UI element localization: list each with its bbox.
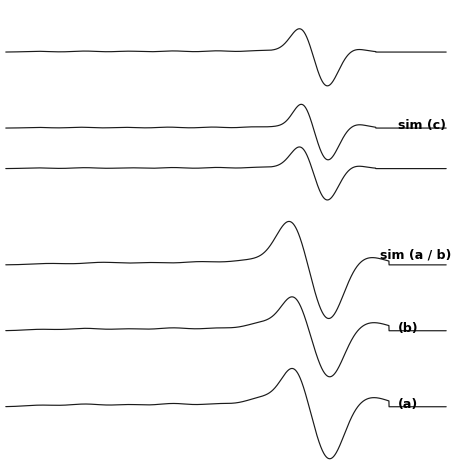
Text: sim (a / b): sim (a / b) (380, 249, 452, 262)
Text: (b): (b) (398, 322, 419, 335)
Text: sim (c): sim (c) (398, 119, 446, 132)
Text: (a): (a) (398, 398, 418, 410)
